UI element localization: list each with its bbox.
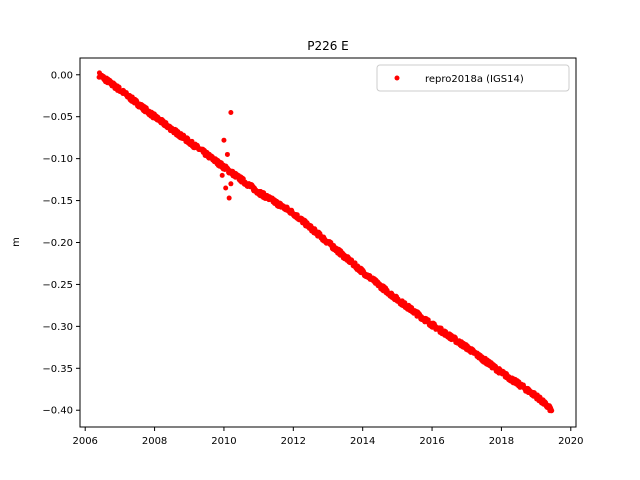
x-tick-label: 2008 (142, 436, 167, 447)
legend-label: repro2018a (IGS14) (425, 74, 524, 85)
outlier-point (224, 151, 230, 157)
outlier-point (228, 181, 234, 187)
outlier-point (221, 137, 227, 143)
axis-ticks: 2006 2008 2010 2012 2014 2016 2018 2020 0.00 −0.0… (42, 70, 583, 447)
x-tick-label: 2020 (558, 436, 583, 447)
y-tick-label: −0.40 (42, 406, 73, 417)
y-tick-label: −0.10 (42, 154, 73, 165)
plot-frame (79, 57, 577, 428)
x-tick-label: 2012 (281, 436, 306, 447)
outlier-point (223, 185, 229, 191)
chart-title: P226 E (307, 39, 349, 53)
y-tick-label: −0.20 (42, 238, 73, 249)
outlier-point (226, 195, 232, 201)
y-tick-label: −0.30 (42, 322, 73, 333)
data-point (549, 408, 555, 414)
data-points (96, 70, 555, 414)
x-tick-label: 2018 (489, 436, 514, 447)
outlier-point (219, 172, 225, 178)
y-tick-label: −0.15 (42, 196, 73, 207)
x-tick-label: 2016 (419, 436, 444, 447)
y-axis-label: m (11, 237, 22, 247)
y-tick-label: −0.35 (42, 364, 73, 375)
x-tick-label: 2006 (72, 436, 97, 447)
x-tick-label: 2010 (211, 436, 236, 447)
y-tick-label: −0.25 (42, 280, 73, 291)
legend: repro2018a (IGS14) (376, 64, 570, 92)
y-tick-label: −0.05 (42, 112, 73, 123)
x-tick-label: 2014 (350, 436, 375, 447)
y-tick-label: 0.00 (51, 70, 73, 81)
legend-box (376, 64, 570, 92)
legend-marker (394, 75, 400, 81)
data-point (402, 300, 408, 306)
outlier-point (228, 110, 234, 116)
